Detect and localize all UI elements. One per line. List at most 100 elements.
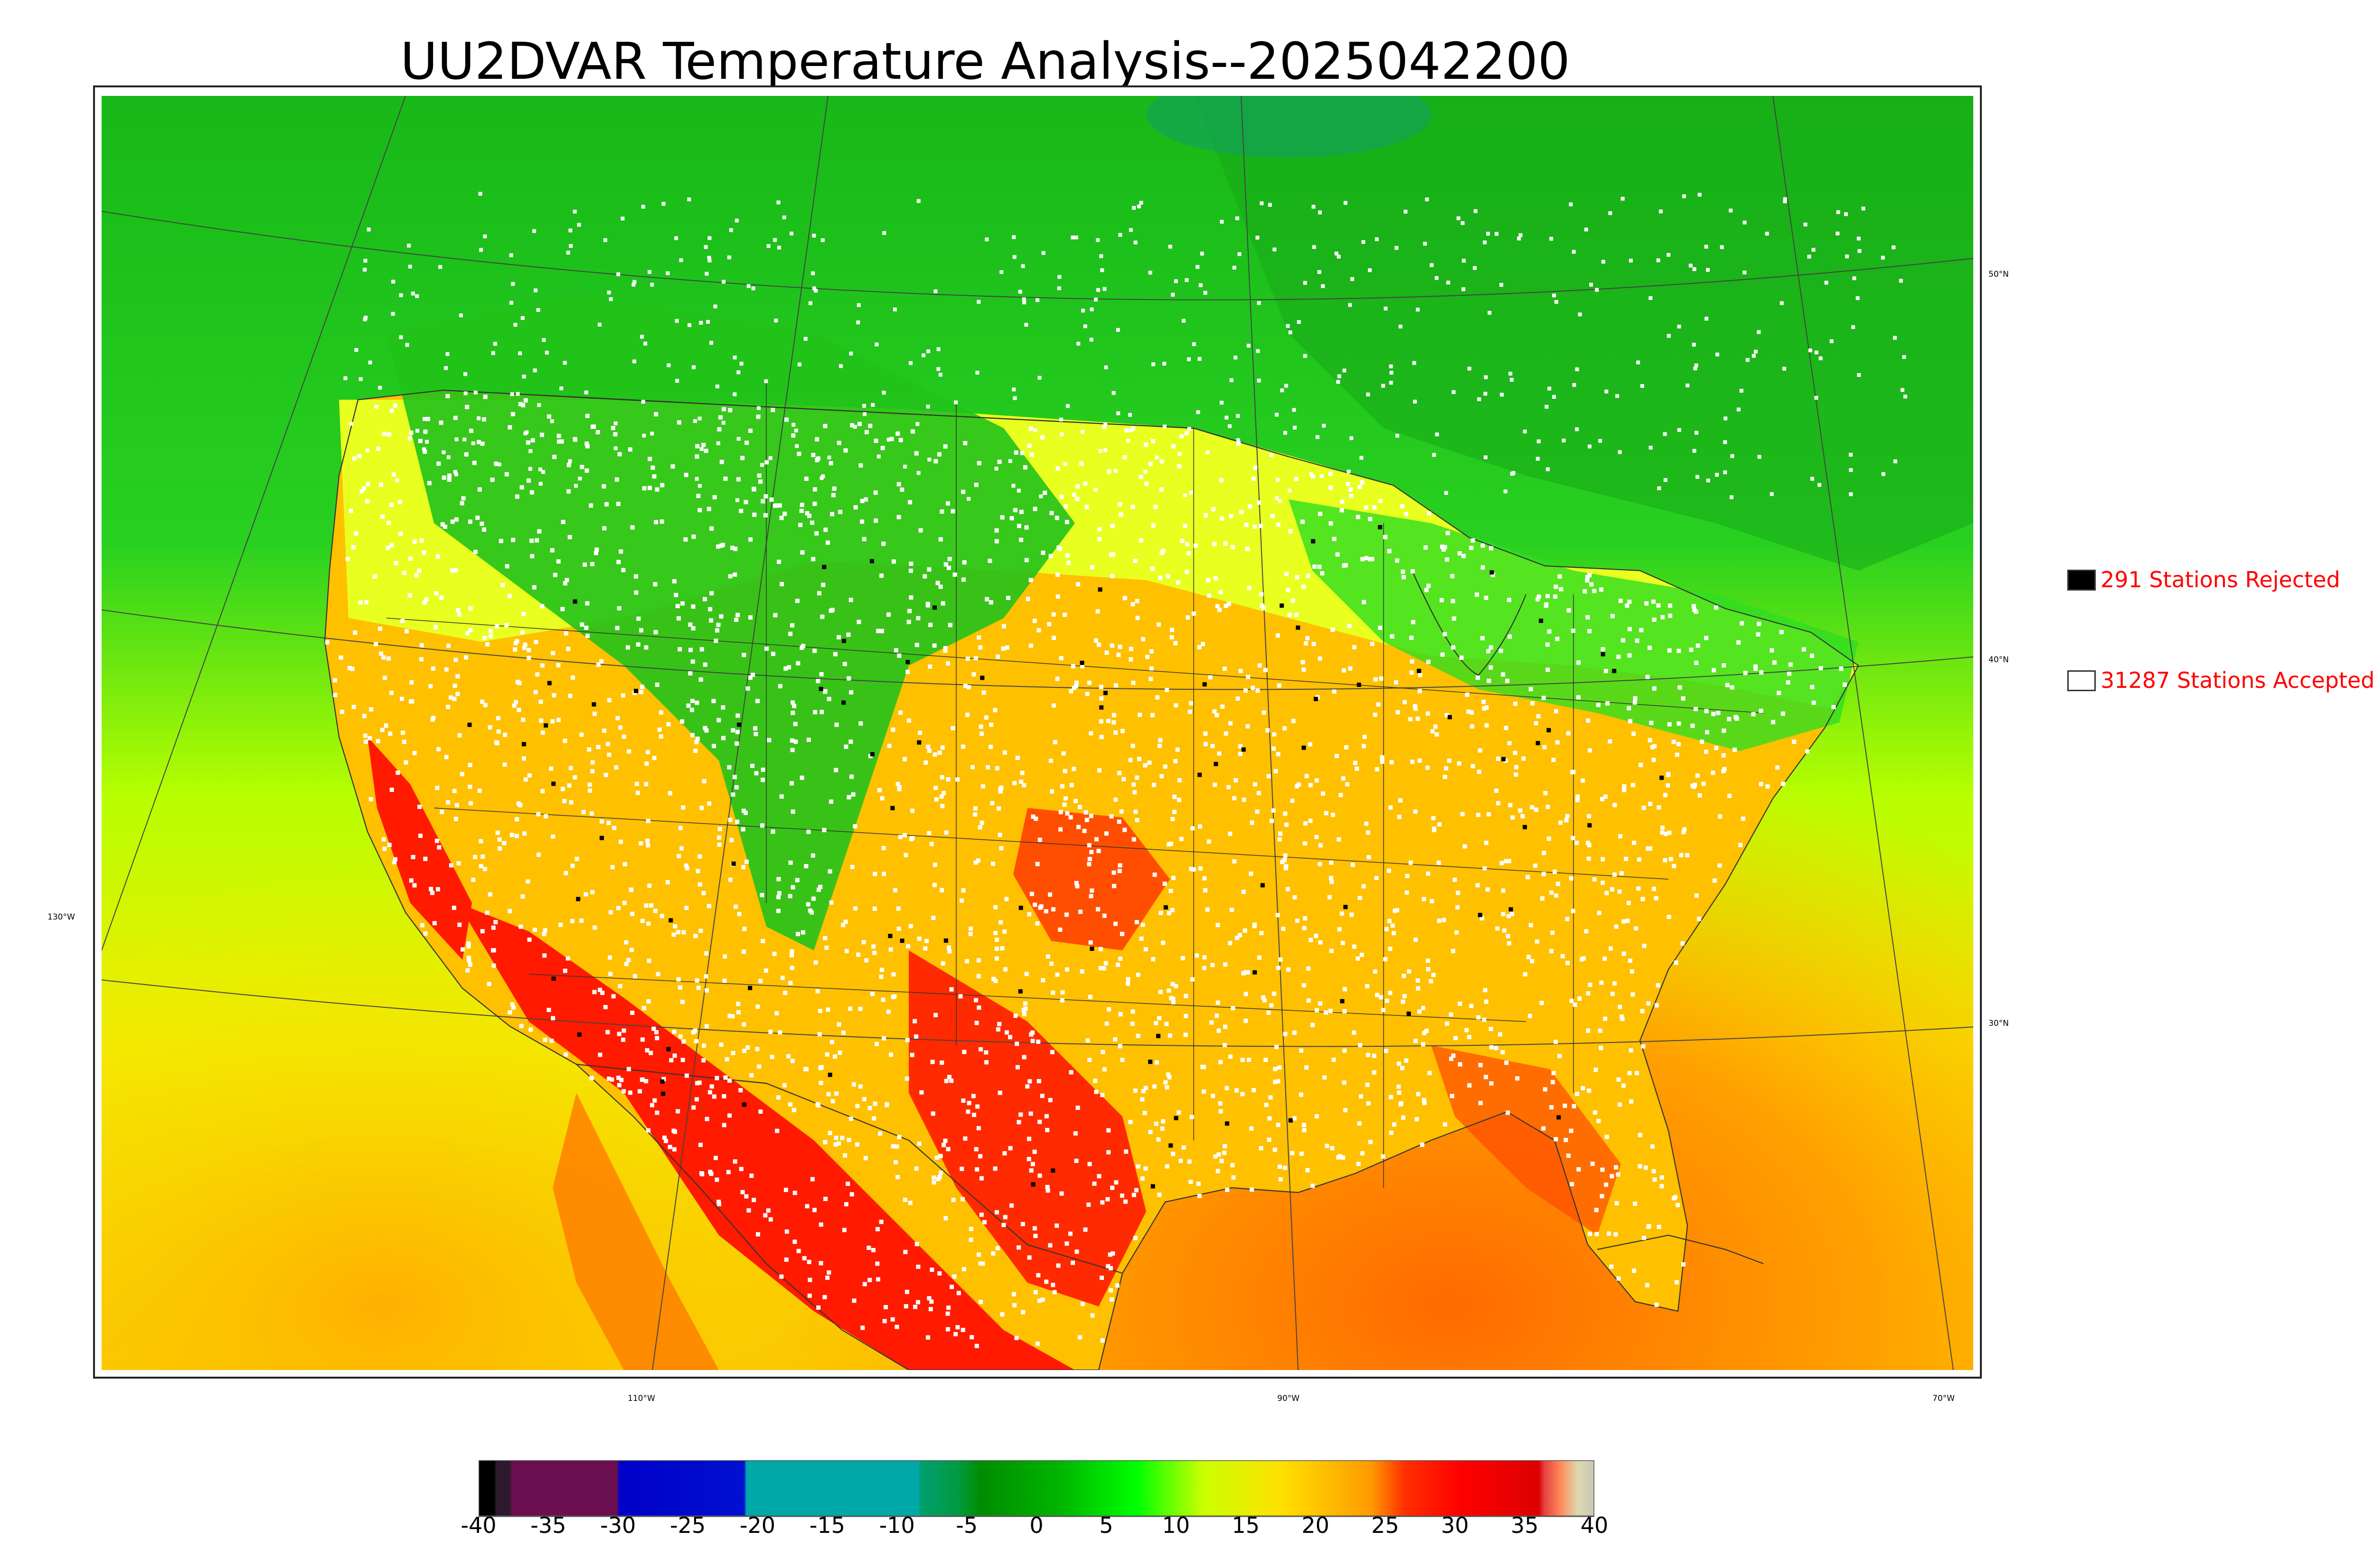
station-accepted: [976, 1252, 981, 1257]
station-accepted: [1432, 826, 1436, 831]
station-accepted: [1446, 281, 1451, 285]
station-accepted: [352, 456, 357, 461]
station-accepted: [1220, 220, 1224, 224]
station-accepted: [1627, 653, 1632, 658]
station-accepted: [1814, 395, 1818, 400]
station-accepted: [1390, 923, 1395, 928]
station-accepted: [1151, 957, 1156, 961]
station-accepted: [1003, 967, 1008, 972]
station-accepted: [1378, 625, 1383, 630]
station-accepted: [1084, 817, 1089, 822]
station-accepted: [1256, 349, 1260, 353]
station-accepted: [1048, 554, 1053, 558]
station-accepted: [792, 704, 797, 708]
station-accepted: [1770, 648, 1774, 653]
station-accepted: [1069, 1070, 1074, 1075]
station-accepted: [1386, 868, 1391, 873]
station-accepted: [860, 1325, 865, 1330]
station-accepted: [1780, 711, 1785, 716]
station-accepted: [1388, 947, 1393, 951]
station-accepted: [709, 618, 714, 623]
station-accepted: [777, 503, 782, 508]
station-accepted: [938, 584, 943, 589]
station-accepted: [366, 482, 370, 487]
station-accepted: [1282, 726, 1287, 731]
station-accepted: [1143, 1086, 1148, 1090]
station-accepted: [1410, 569, 1415, 573]
station-accepted: [730, 545, 735, 550]
station-accepted: [619, 549, 623, 554]
station-accepted: [1008, 1035, 1012, 1040]
station-accepted: [466, 944, 471, 949]
station-accepted: [1422, 1101, 1427, 1106]
station-accepted: [763, 513, 768, 517]
station-accepted: [674, 236, 678, 240]
station-accepted: [1753, 664, 1758, 669]
station-accepted: [420, 923, 424, 928]
station-accepted: [1096, 288, 1100, 292]
station-accepted: [1663, 432, 1667, 436]
station-accepted: [1526, 875, 1530, 880]
station-accepted: [598, 987, 603, 992]
station-accepted: [696, 869, 700, 873]
station-accepted: [833, 1054, 837, 1059]
station-accepted: [1640, 1009, 1645, 1014]
station-accepted: [1553, 869, 1557, 874]
station-accepted: [1111, 552, 1115, 557]
station-rejected: [1501, 757, 1506, 761]
station-accepted: [824, 945, 829, 950]
station-accepted: [1657, 805, 1661, 810]
station-accepted: [1649, 721, 1654, 725]
station-accepted: [790, 738, 794, 743]
station-accepted: [731, 792, 735, 797]
station-accepted: [970, 765, 975, 770]
station-accepted: [1892, 245, 1896, 249]
station-accepted: [1222, 667, 1227, 671]
station-accepted: [1660, 615, 1665, 620]
station-accepted: [1055, 594, 1060, 599]
station-accepted: [1705, 317, 1708, 321]
station-accepted: [528, 449, 533, 453]
station-accepted: [670, 464, 675, 469]
station-accepted: [672, 579, 677, 583]
station-accepted: [1495, 232, 1498, 236]
station-accepted: [1646, 1001, 1651, 1006]
station-accepted: [1648, 738, 1652, 742]
station-accepted: [1590, 1162, 1595, 1166]
station-accepted: [1431, 816, 1436, 821]
station-accepted: [389, 502, 394, 507]
station-accepted: [882, 391, 886, 395]
station-accepted: [1095, 609, 1100, 614]
station-accepted: [1272, 746, 1276, 751]
station-accepted: [1418, 673, 1423, 677]
station-accepted: [435, 786, 440, 790]
station-accepted: [1663, 793, 1667, 798]
station-accepted: [1486, 232, 1490, 236]
station-accepted: [388, 731, 393, 736]
station-accepted: [1092, 1182, 1097, 1186]
station-accepted: [999, 270, 1004, 274]
station-accepted: [1572, 1104, 1576, 1108]
station-accepted: [510, 412, 515, 416]
station-accepted: [1390, 634, 1394, 638]
station-accepted: [491, 948, 496, 953]
station-accepted: [1352, 645, 1357, 649]
station-accepted: [940, 745, 945, 750]
station-accepted: [496, 716, 500, 721]
station-accepted: [1136, 1033, 1140, 1038]
station-accepted: [439, 595, 444, 600]
station-accepted: [1093, 638, 1098, 643]
colorbar-tick: -20: [739, 1512, 776, 1538]
station-accepted: [685, 866, 689, 871]
station-accepted: [1224, 731, 1228, 736]
station-accepted: [812, 501, 817, 506]
station-accepted: [707, 801, 712, 806]
station-accepted: [394, 561, 398, 565]
station-accepted: [363, 268, 367, 272]
station-accepted: [481, 417, 486, 422]
station-accepted: [431, 715, 436, 720]
station-accepted: [1536, 714, 1541, 719]
station-accepted: [593, 711, 597, 716]
station-accepted: [646, 818, 650, 823]
station-accepted: [1674, 1280, 1679, 1285]
